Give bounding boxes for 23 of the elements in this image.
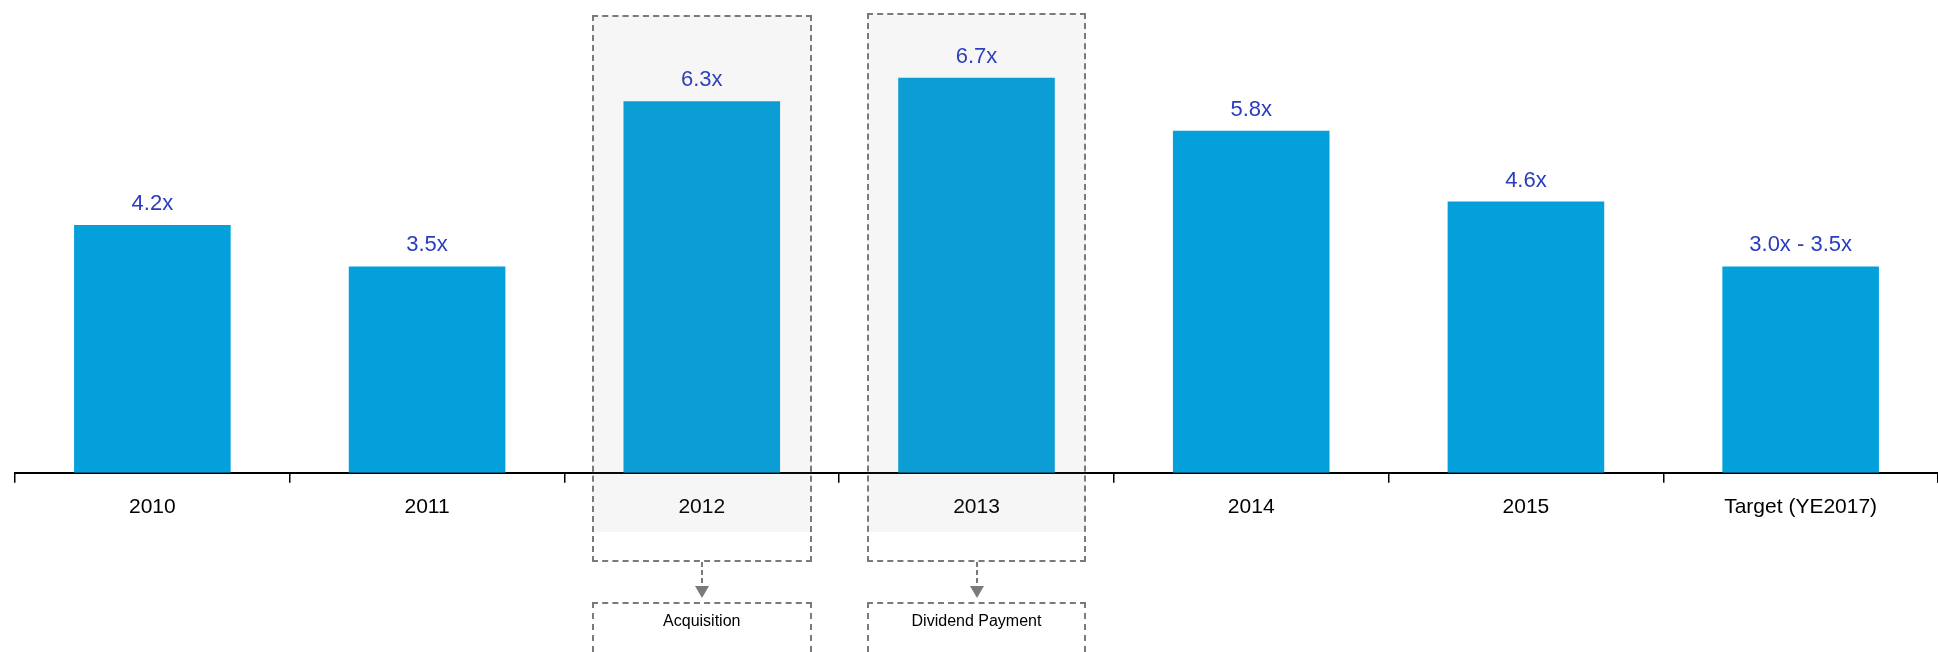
x-tick-label: 2015 [1502, 494, 1550, 518]
x-tick-label: 2012 [678, 494, 726, 518]
x-tick-label: Target (YE2017) [1724, 494, 1878, 518]
x-tick-label: 2014 [1227, 494, 1275, 518]
x-tick-label: 2010 [129, 494, 176, 518]
data-label: 5.8x [1230, 95, 1273, 121]
data-label: 3.5x [406, 231, 448, 257]
bar [1722, 266, 1879, 473]
data-label: 4.2x [131, 190, 174, 216]
bar [1172, 130, 1330, 473]
data-label: 4.6x [1505, 166, 1547, 192]
x-tick-label: 2013 [953, 494, 1000, 518]
bar [348, 266, 506, 473]
x-tick-label: 2011 [404, 494, 450, 518]
data-label: 6.7x [955, 42, 998, 68]
data-label: 6.3x [680, 66, 723, 92]
bar [1447, 201, 1605, 473]
bar [898, 77, 1055, 473]
text: Acquisition [662, 611, 742, 631]
bar [623, 101, 781, 473]
annotation: 3.0x - 3.5x [1749, 231, 1852, 257]
text: Dividend Payment [910, 611, 1043, 631]
bar [74, 225, 231, 473]
